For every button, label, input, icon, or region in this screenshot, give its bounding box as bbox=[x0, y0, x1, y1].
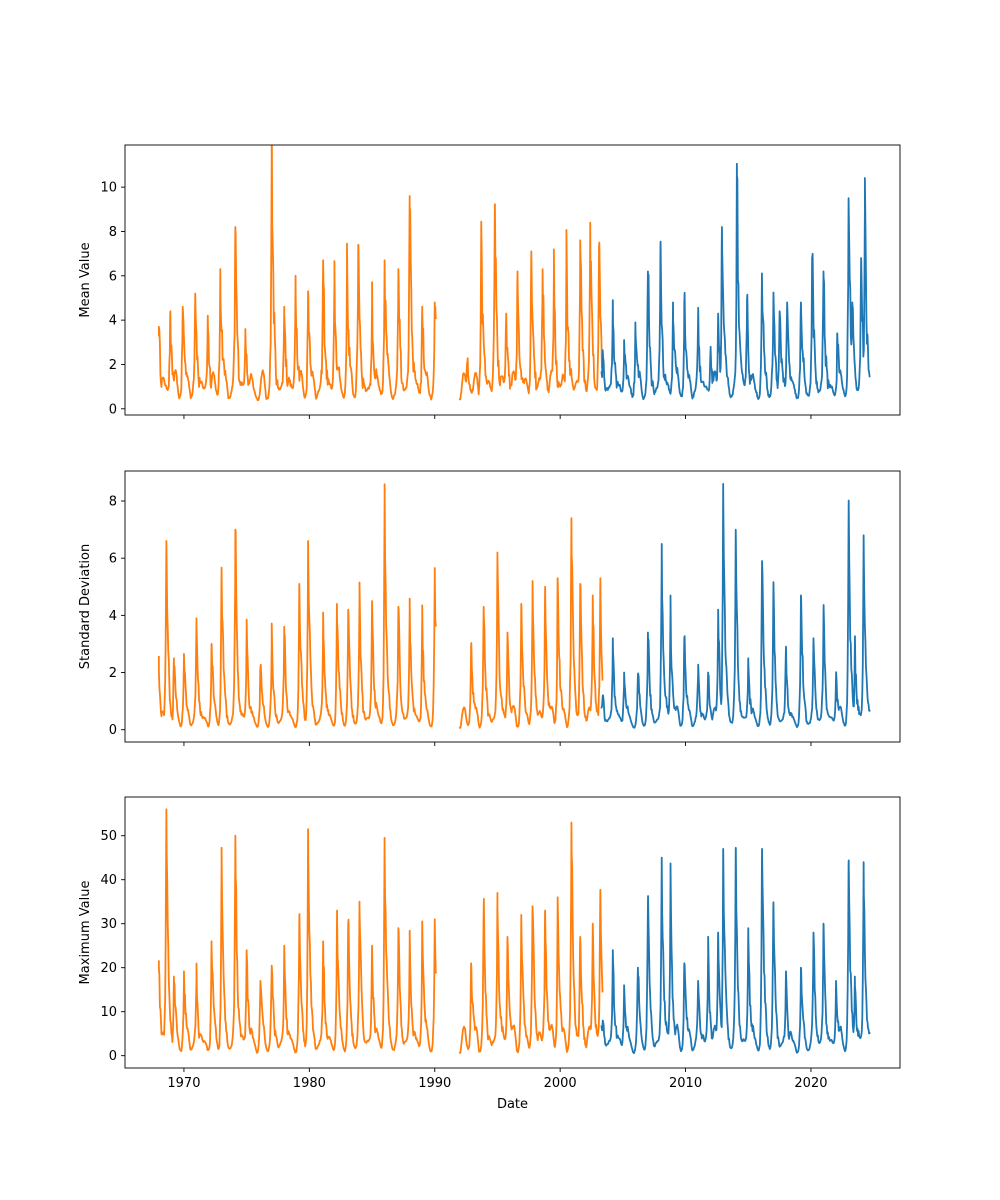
y-axis-label: Standard Deviation bbox=[78, 544, 93, 669]
series-line-historical bbox=[157, 808, 604, 1054]
series-group bbox=[157, 808, 871, 1055]
y-tick-label: 4 bbox=[109, 609, 117, 624]
y-tick-label: 6 bbox=[109, 269, 117, 284]
y-tick-label: 40 bbox=[100, 873, 117, 888]
x-tick-label: 2010 bbox=[669, 1076, 702, 1091]
subplot-3: 0 10 20 30 40 50 1970 1980 1990 2000 2010 2020 Maxim… bbox=[78, 796, 901, 1112]
y-tick-label: 0 bbox=[109, 1049, 117, 1064]
y-tick-label: 8 bbox=[109, 495, 117, 510]
y-tick-label: 30 bbox=[100, 917, 117, 932]
subplots: 0 2 4 6 8 10 Mean Value 0 2 4 6 8 Standard Deviation… bbox=[78, 144, 901, 1112]
x-tick-label: 1980 bbox=[293, 1076, 326, 1091]
x-tick-label: 1990 bbox=[418, 1076, 451, 1091]
y-tick-label: 2 bbox=[109, 358, 117, 373]
series-line-historical bbox=[157, 145, 604, 402]
y-tick-label: 2 bbox=[109, 666, 117, 681]
x-tick-label: 1970 bbox=[167, 1076, 200, 1091]
y-axis-label: Maximum Value bbox=[78, 881, 93, 985]
x-axis-label: Date bbox=[497, 1097, 528, 1112]
series-line-recent bbox=[600, 162, 871, 401]
axes-frame bbox=[124, 144, 901, 416]
axes-frame bbox=[124, 796, 901, 1069]
x-tick-label: 2020 bbox=[794, 1076, 827, 1091]
series-line-historical bbox=[157, 483, 604, 730]
y-axis-label: Mean Value bbox=[78, 242, 93, 317]
series-group bbox=[157, 145, 871, 402]
y-tick-label: 0 bbox=[109, 723, 117, 738]
y-tick-label: 10 bbox=[100, 1005, 117, 1020]
x-tick-label: 2000 bbox=[544, 1076, 577, 1091]
y-tick-label: 8 bbox=[109, 225, 117, 240]
series-group bbox=[157, 482, 871, 730]
y-tick-label: 50 bbox=[100, 829, 117, 844]
y-tick-label: 4 bbox=[109, 314, 117, 329]
series-line-recent bbox=[600, 482, 871, 729]
y-tick-label: 20 bbox=[100, 961, 117, 976]
axes-frame bbox=[124, 470, 901, 743]
subplot-1: 0 2 4 6 8 10 Mean Value bbox=[78, 144, 901, 419]
subplot-2: 0 2 4 6 8 Standard Deviation bbox=[78, 470, 901, 746]
y-tick-label: 0 bbox=[109, 402, 117, 417]
y-tick-label: 10 bbox=[100, 181, 117, 196]
y-tick-label: 6 bbox=[109, 552, 117, 567]
series-line-recent bbox=[600, 846, 871, 1055]
